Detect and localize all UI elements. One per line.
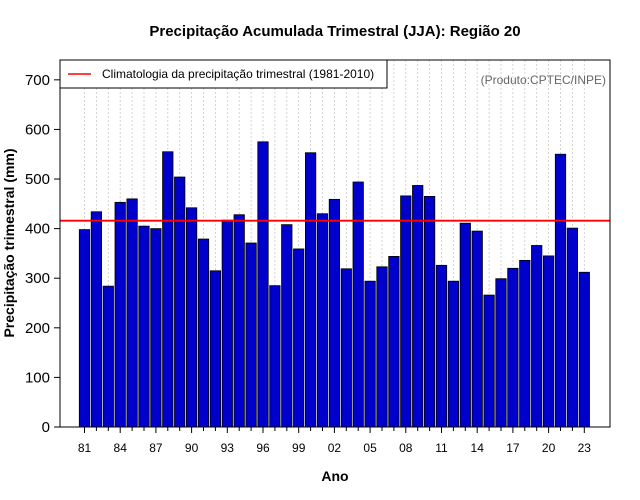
bar-01 bbox=[316, 213, 329, 428]
bar-98 bbox=[281, 224, 293, 428]
y-tick-label: 400 bbox=[25, 221, 50, 238]
y-tick-label: 0 bbox=[42, 419, 50, 436]
bar-81 bbox=[78, 229, 91, 428]
x-tick-label: 99 bbox=[292, 441, 306, 455]
bar-85 bbox=[126, 198, 138, 428]
bar-94 bbox=[233, 214, 245, 428]
bar-08 bbox=[400, 195, 412, 428]
bar-89 bbox=[174, 176, 186, 428]
x-tick-label: 05 bbox=[363, 441, 377, 455]
bar-84 bbox=[114, 201, 126, 428]
bar-20 bbox=[543, 255, 555, 428]
legend-label: Climatologia da precipitação trimestral … bbox=[102, 67, 374, 81]
bar-11 bbox=[435, 264, 448, 428]
bar-14 bbox=[471, 230, 483, 428]
bar-97 bbox=[269, 285, 281, 428]
x-axis: 81 84 87 90 93 96 99 02 05 08 11 14 17 20 23 bbox=[78, 427, 591, 455]
bar-96 bbox=[257, 141, 269, 428]
bar-19 bbox=[531, 245, 543, 428]
bar-93 bbox=[221, 219, 233, 428]
bar-88 bbox=[162, 151, 174, 428]
x-axis-label: Ano bbox=[321, 468, 348, 484]
bars bbox=[78, 141, 590, 428]
bar-18 bbox=[519, 259, 531, 428]
y-tick-label: 100 bbox=[25, 369, 50, 386]
bar-06 bbox=[376, 266, 388, 428]
x-tick-label: 84 bbox=[114, 441, 128, 455]
bar-04 bbox=[352, 181, 364, 428]
x-tick-label: 08 bbox=[399, 441, 413, 455]
bar-90 bbox=[185, 207, 198, 428]
x-tick-label: 81 bbox=[78, 441, 92, 455]
bar-00 bbox=[304, 152, 317, 428]
legend: Climatologia da precipitação trimestral … bbox=[59, 59, 388, 89]
bar-13 bbox=[459, 222, 471, 428]
y-tick-label: 500 bbox=[25, 171, 50, 188]
x-tick-label: 23 bbox=[578, 441, 592, 455]
bar-10 bbox=[423, 195, 436, 428]
bar-21 bbox=[554, 153, 567, 428]
chart-title: Precipitação Acumulada Trimestral (JJA):… bbox=[149, 23, 520, 40]
bar-15 bbox=[483, 294, 495, 428]
x-tick-label: 87 bbox=[149, 441, 163, 455]
bar-17 bbox=[507, 267, 519, 428]
x-tick-label: 20 bbox=[542, 441, 556, 455]
bar-95 bbox=[245, 242, 257, 428]
x-tick-label: 96 bbox=[256, 441, 270, 455]
bar-23 bbox=[578, 271, 590, 428]
y-tick-label: 200 bbox=[25, 320, 50, 337]
x-tick-label: 93 bbox=[221, 441, 235, 455]
legend-box bbox=[59, 59, 388, 89]
bar-05 bbox=[364, 280, 376, 428]
y-tick-label: 600 bbox=[25, 121, 50, 138]
bar-16 bbox=[495, 278, 507, 428]
x-tick-label: 02 bbox=[328, 441, 342, 455]
x-tick-label: 90 bbox=[185, 441, 199, 455]
bar-82 bbox=[90, 211, 102, 428]
source-note: (Produto:CPTEC/INPE) bbox=[481, 73, 606, 87]
bar-99 bbox=[293, 248, 305, 428]
y-tick-label: 700 bbox=[25, 72, 50, 89]
bar-87 bbox=[150, 228, 162, 428]
y-tick-label: 300 bbox=[25, 270, 50, 287]
bar-02 bbox=[328, 198, 341, 428]
bar-12 bbox=[447, 280, 460, 428]
bar-91 bbox=[197, 238, 210, 428]
bar-83 bbox=[102, 285, 114, 428]
bar-22 bbox=[566, 227, 579, 428]
x-tick-label: 14 bbox=[471, 441, 485, 455]
y-axis: 0 100 200 300 400 500 600 700 bbox=[25, 72, 60, 436]
bar-86 bbox=[138, 225, 150, 428]
bar-92 bbox=[209, 270, 221, 428]
x-tick-label: 17 bbox=[506, 441, 520, 455]
x-tick-label: 11 bbox=[435, 441, 448, 455]
bar-09 bbox=[412, 185, 424, 428]
bar-07 bbox=[388, 255, 400, 428]
bar-03 bbox=[340, 268, 352, 428]
y-axis-label: Precipitação trimestral (mm) bbox=[1, 148, 17, 337]
